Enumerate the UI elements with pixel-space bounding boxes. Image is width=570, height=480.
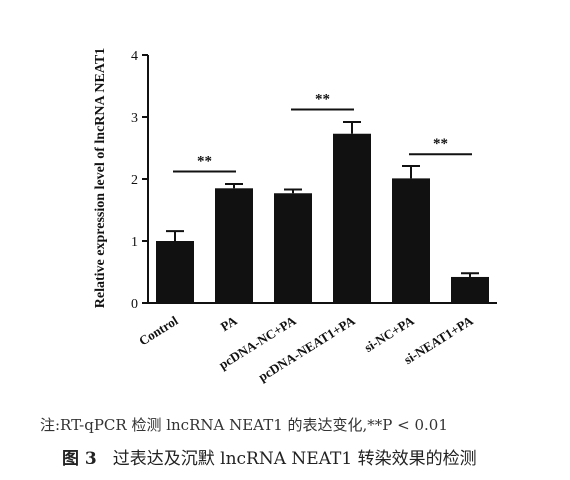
bar: [451, 276, 489, 303]
bar: [215, 188, 253, 303]
significance-label: **: [433, 136, 448, 152]
chart-note: 注:RT-qPCR 检测 lncRNA NEAT1 的表达变化,**P < 0.…: [40, 416, 448, 434]
bar: [274, 193, 312, 303]
bar: [333, 133, 371, 303]
significance-label: **: [197, 154, 212, 170]
figure-title: 过表达及沉默 lncRNA NEAT1 转染效果的检测: [112, 449, 477, 469]
bar: [392, 178, 430, 303]
y-axis-label: Relative expression level of lncRNA NEAT…: [93, 48, 108, 308]
y-tick-label: 1: [131, 235, 138, 250]
x-tick-label: pcDNA-NEAT1+PA: [256, 313, 359, 385]
figure-caption: 图 3 过表达及沉默 lncRNA NEAT1 转染效果的检测: [62, 444, 477, 469]
y-tick-label: 4: [131, 49, 138, 64]
y-tick-label: 2: [131, 173, 138, 188]
x-tick-label: PA: [218, 313, 240, 335]
y-tick-label: 0: [131, 297, 138, 312]
x-tick-label: Control: [136, 313, 181, 349]
y-tick-label: 3: [131, 111, 138, 126]
figure-number: 图 3: [62, 449, 97, 469]
significance-label: **: [315, 92, 330, 108]
bar-chart: 0 1 2 3 4 Relative expression level of lncRNA…: [93, 48, 497, 385]
bar: [156, 241, 194, 303]
